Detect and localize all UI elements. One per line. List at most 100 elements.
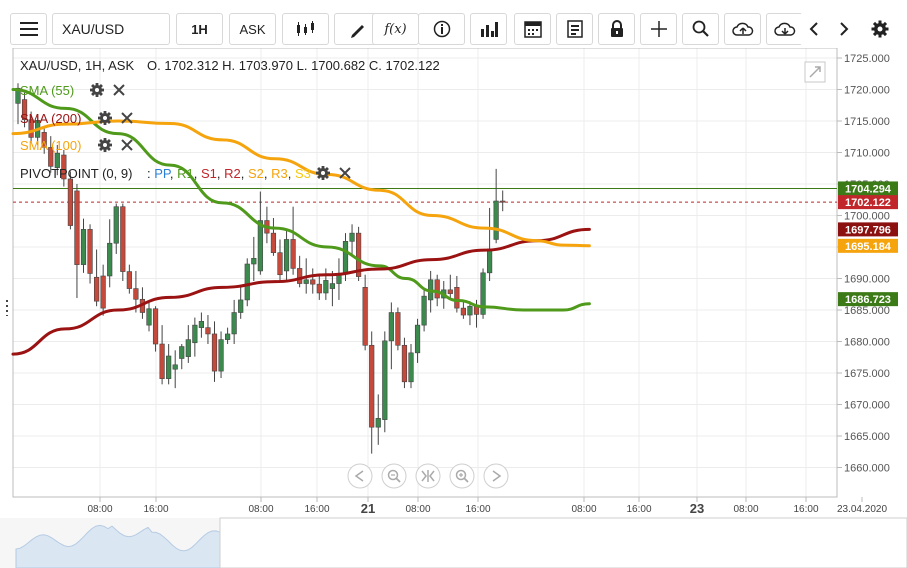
crosshair-button[interactable] bbox=[640, 13, 677, 45]
candle-body bbox=[303, 279, 309, 284]
candle-body bbox=[283, 239, 290, 272]
candle-body bbox=[316, 283, 322, 294]
candle-body bbox=[126, 271, 132, 289]
gear-tooth bbox=[90, 88, 93, 92]
close-cross bbox=[113, 84, 125, 96]
y-tick-label: 1675.000 bbox=[844, 368, 890, 380]
candle bbox=[297, 255, 303, 288]
candle-body bbox=[434, 279, 440, 299]
nav-zoom-in-button[interactable] bbox=[449, 463, 475, 489]
candle bbox=[270, 218, 277, 256]
cloud-download-button[interactable] bbox=[766, 13, 803, 45]
indicator-line bbox=[11, 88, 591, 312]
pencil-icon bbox=[350, 25, 364, 38]
plot-border bbox=[12, 48, 838, 498]
navigator-window[interactable] bbox=[219, 517, 907, 568]
candle bbox=[107, 219, 113, 288]
gear-tooth bbox=[324, 174, 329, 179]
gear-tooth bbox=[317, 167, 322, 172]
badge-label: 1697.796 bbox=[845, 224, 891, 236]
pivot-pp: PP bbox=[154, 166, 171, 181]
price-badge: 1686.723 bbox=[838, 292, 898, 307]
template-button[interactable] bbox=[556, 13, 593, 45]
scroll-left-button[interactable] bbox=[800, 13, 828, 45]
volume-button[interactable] bbox=[470, 13, 507, 45]
gear-tooth bbox=[95, 94, 99, 97]
x-tick-label: 16:00 bbox=[793, 504, 818, 515]
gear-tooth bbox=[103, 122, 107, 125]
calendar-button[interactable] bbox=[514, 13, 551, 45]
candle bbox=[251, 236, 257, 282]
nav-prev-button[interactable] bbox=[347, 463, 373, 489]
candle-body bbox=[382, 340, 388, 420]
candle-body bbox=[133, 288, 139, 300]
badge-bg bbox=[838, 181, 898, 196]
sma100-label: SMA (100) bbox=[20, 138, 81, 153]
candle bbox=[447, 274, 453, 300]
sma55-label: SMA (55) bbox=[20, 83, 74, 98]
candle-body bbox=[61, 154, 67, 180]
nav-next-button[interactable] bbox=[483, 463, 509, 489]
timeframe-selector[interactable]: 1H bbox=[176, 13, 223, 45]
y-tick-label: 1725.000 bbox=[844, 53, 890, 65]
chevron-right-icon bbox=[840, 22, 849, 36]
pivot-r1: R1 bbox=[177, 166, 194, 181]
gear-tooth bbox=[103, 111, 107, 114]
gear-icon bbox=[98, 138, 112, 152]
candle bbox=[369, 331, 375, 454]
info-button[interactable] bbox=[418, 13, 465, 45]
expand-button[interactable] bbox=[804, 61, 826, 83]
y-tick-label: 1665.000 bbox=[844, 431, 890, 443]
x-tick-label: 08:00 bbox=[405, 504, 430, 515]
price-badge: 1697.796 bbox=[838, 222, 898, 237]
zoom-in-icon bbox=[455, 469, 469, 483]
nav-zoom-out-button[interactable] bbox=[381, 463, 407, 489]
cloud-upload-button[interactable] bbox=[724, 13, 761, 45]
price-type-selector[interactable]: ASK bbox=[229, 13, 276, 45]
zoom-button[interactable] bbox=[682, 13, 719, 45]
candle bbox=[94, 249, 100, 307]
price-badges: 1704.294 1702.122 1697.796 1695.184 1686.723 bbox=[838, 181, 898, 307]
navigator-overview[interactable] bbox=[0, 517, 907, 568]
gear-tooth bbox=[99, 139, 104, 144]
lock-button[interactable] bbox=[598, 13, 635, 45]
candle-body bbox=[225, 333, 231, 340]
candle bbox=[408, 344, 414, 389]
candle bbox=[323, 268, 329, 300]
close-cross bbox=[339, 167, 351, 179]
candles bbox=[15, 83, 506, 454]
x-tick-label: 08:00 bbox=[87, 504, 112, 515]
indicators-button[interactable]: f(x) bbox=[372, 13, 419, 45]
chart-navigation bbox=[347, 463, 509, 489]
gear-tooth bbox=[98, 143, 101, 147]
x-tick-label: 16:00 bbox=[626, 504, 651, 515]
settings-button[interactable] bbox=[864, 13, 896, 45]
menu-button[interactable] bbox=[10, 13, 47, 45]
candle bbox=[500, 190, 506, 212]
price-chart[interactable]: 1725.0001720.0001715.0001710.0001705.000… bbox=[0, 48, 907, 568]
gear-tooth bbox=[98, 91, 103, 96]
nav-reset-button[interactable] bbox=[415, 463, 441, 489]
zoom-out-icon bbox=[387, 469, 401, 483]
pivot-r2: R2 bbox=[224, 166, 241, 181]
x-tick-label: 08:00 bbox=[571, 504, 596, 515]
candle bbox=[460, 299, 467, 319]
time-axis: 08:00 16:00 08:00 16:00 21 08:00 16:00 08:00 16:… bbox=[87, 497, 887, 516]
close-cross bbox=[121, 139, 133, 151]
scroll-right-button[interactable] bbox=[830, 13, 858, 45]
candle-body bbox=[48, 147, 54, 167]
gear-icon bbox=[871, 20, 889, 38]
indicator-line bbox=[11, 119, 591, 248]
symbol-selector[interactable]: XAU/USD bbox=[52, 13, 170, 45]
candle bbox=[159, 325, 165, 385]
document-icon bbox=[566, 20, 583, 38]
candle bbox=[198, 312, 205, 338]
candle bbox=[185, 325, 191, 363]
reference-lines bbox=[13, 187, 837, 203]
nav-circle bbox=[449, 463, 475, 489]
candle bbox=[146, 302, 152, 332]
candle bbox=[126, 264, 132, 294]
candle-body bbox=[342, 241, 349, 274]
chart-type-button[interactable] bbox=[282, 13, 329, 45]
candle-body bbox=[218, 339, 224, 372]
